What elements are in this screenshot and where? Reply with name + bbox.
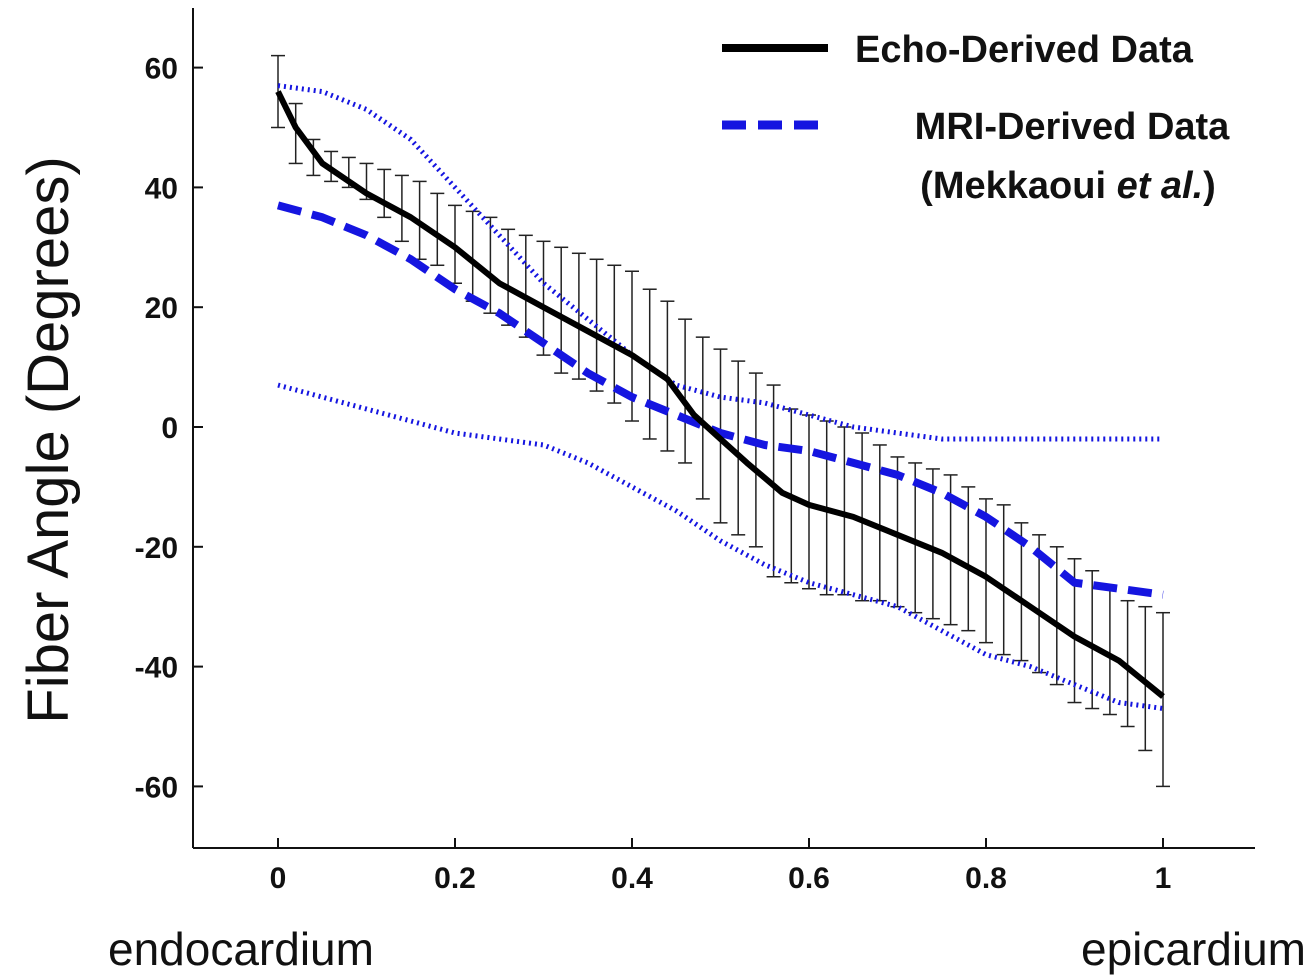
legend-echo-label: Echo-Derived Data [855, 29, 1194, 71]
error-bar [1156, 611, 1170, 788]
legend-mri-label: MRI-Derived Data [915, 106, 1230, 148]
epicardium-label: epicardium [1081, 923, 1306, 975]
endocardium-label: endocardium [108, 923, 374, 975]
error-bar [377, 168, 392, 219]
error-bar [288, 102, 303, 165]
y-tick-label: 0 [161, 412, 178, 445]
error-bar [394, 174, 409, 243]
x-tick-label: 0.2 [434, 862, 476, 895]
error-bar [748, 372, 763, 548]
error-bar [731, 360, 746, 536]
error-bar [996, 504, 1011, 656]
error-bar [855, 432, 870, 602]
error-bar [607, 264, 622, 404]
error-bar [1120, 599, 1135, 728]
y-tick-label: 40 [145, 172, 178, 205]
y-tick-label: -20 [135, 532, 178, 565]
x-tick-label: 0.4 [611, 862, 653, 895]
y-tick-label: -40 [135, 652, 178, 685]
error-bar [837, 426, 852, 596]
x-tick-label: 0.8 [965, 862, 1007, 895]
y-axis-title: Fiber Angle (Degrees) [16, 156, 81, 723]
error-bar [306, 138, 321, 177]
error-bar [271, 54, 285, 129]
error-bar [979, 498, 993, 644]
x-tick-label: 0.6 [788, 862, 830, 895]
error-bar [518, 234, 533, 338]
mri-derived-line [276, 201, 1164, 599]
x-tick-label: 1 [1155, 862, 1172, 895]
y-tick-label: 60 [145, 53, 178, 86]
echo-derived-line [275, 90, 1165, 699]
error-bar [766, 384, 781, 578]
error-bar [695, 336, 710, 500]
legend: Echo-Derived Data MRI-Derived Data (Mekk… [722, 29, 1230, 207]
y-tick-label: 20 [145, 292, 178, 325]
error-bar [678, 318, 693, 464]
error-bar [536, 240, 551, 356]
error-bar [1014, 522, 1029, 662]
y-tick-label: -60 [135, 771, 178, 804]
error-bar [571, 252, 586, 380]
error-bar [1085, 570, 1100, 710]
error-bar [925, 468, 940, 620]
x-tick-label: 0 [270, 862, 287, 895]
error-bar [1049, 546, 1064, 686]
error-bar [961, 486, 976, 632]
legend-mri-citation: (Mekkaoui et al.) [920, 165, 1216, 207]
mri-bound-dotted-line [277, 382, 1164, 711]
error-bar [872, 444, 887, 602]
error-bar [430, 192, 445, 267]
